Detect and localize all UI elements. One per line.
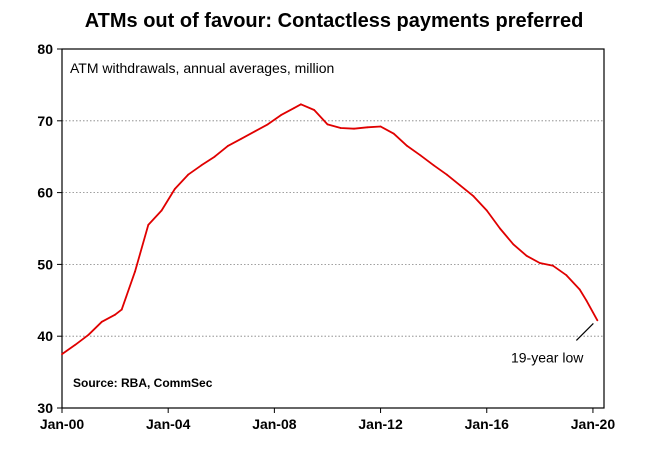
y-axis-ticks: 30 40 50 60 70 80 bbox=[37, 41, 62, 416]
series-layer bbox=[61, 103, 599, 355]
x-tick-label: Jan-12 bbox=[358, 416, 403, 432]
chart-title: ATMs out of favour: Contactless payments… bbox=[84, 10, 584, 32]
data-point bbox=[114, 313, 116, 316]
data-point bbox=[379, 125, 382, 128]
data-point bbox=[160, 209, 163, 212]
data-point bbox=[339, 127, 342, 129]
data-point bbox=[419, 154, 422, 157]
data-point bbox=[313, 109, 316, 111]
y-tick-label: 60 bbox=[37, 185, 53, 201]
y-tick-label: 40 bbox=[37, 328, 53, 344]
x-tick-label: Jan-08 bbox=[252, 416, 297, 432]
data-point bbox=[406, 145, 408, 147]
data-point bbox=[120, 308, 123, 311]
data-point bbox=[459, 184, 462, 187]
x-axis-ticks: Jan-00 Jan-04 Jan-08 Jan-12 Jan-16 Jan-20 bbox=[40, 408, 616, 432]
data-point bbox=[326, 123, 329, 126]
data-point bbox=[213, 155, 216, 158]
gridlines bbox=[62, 120, 604, 337]
data-point bbox=[100, 320, 103, 323]
x-tick-label: Jan-04 bbox=[146, 416, 191, 432]
chart-subtitle: ATM withdrawals, annual averages, millio… bbox=[70, 60, 334, 76]
data-point bbox=[134, 270, 136, 273]
series-line bbox=[61, 103, 599, 355]
data-point bbox=[300, 103, 302, 106]
data-point bbox=[472, 195, 475, 198]
data-point bbox=[392, 132, 395, 135]
data-point bbox=[227, 145, 229, 147]
data-point bbox=[446, 173, 448, 176]
data-point bbox=[280, 114, 282, 116]
data-point bbox=[74, 343, 77, 346]
data-point bbox=[585, 299, 588, 302]
x-tick-label: Jan-20 bbox=[571, 416, 616, 432]
data-point bbox=[499, 227, 501, 230]
plot-frame bbox=[61, 48, 605, 409]
annotation-leader-line bbox=[575, 322, 594, 341]
data-point bbox=[61, 353, 63, 355]
source-note: Source: RBA, CommSec bbox=[73, 376, 213, 390]
data-point bbox=[240, 137, 243, 140]
x-tick-label: Jan-16 bbox=[465, 416, 510, 432]
data-point bbox=[366, 126, 369, 129]
y-tick-label: 80 bbox=[37, 41, 53, 57]
data-point bbox=[512, 243, 515, 246]
data-point bbox=[578, 288, 581, 291]
y-tick-label: 70 bbox=[37, 113, 53, 129]
data-point bbox=[173, 188, 176, 190]
data-point bbox=[147, 224, 150, 226]
data-point bbox=[432, 164, 435, 167]
data-point bbox=[253, 130, 256, 133]
data-point bbox=[485, 209, 488, 212]
data-point bbox=[266, 123, 269, 126]
data-point bbox=[525, 254, 528, 257]
y-tick-label: 50 bbox=[37, 256, 53, 272]
data-point bbox=[565, 274, 568, 277]
annotation-label: 19-year low bbox=[511, 349, 584, 365]
data-point bbox=[293, 107, 296, 109]
annotation: 19-year low bbox=[511, 322, 594, 365]
data-point bbox=[353, 127, 355, 130]
data-point bbox=[596, 319, 599, 322]
data-point bbox=[552, 264, 554, 267]
data-point bbox=[538, 262, 541, 264]
y-tick-label: 30 bbox=[37, 400, 53, 416]
x-tick-label: Jan-00 bbox=[40, 416, 85, 432]
data-point bbox=[187, 173, 190, 176]
data-point bbox=[200, 164, 203, 167]
data-point bbox=[87, 333, 90, 336]
